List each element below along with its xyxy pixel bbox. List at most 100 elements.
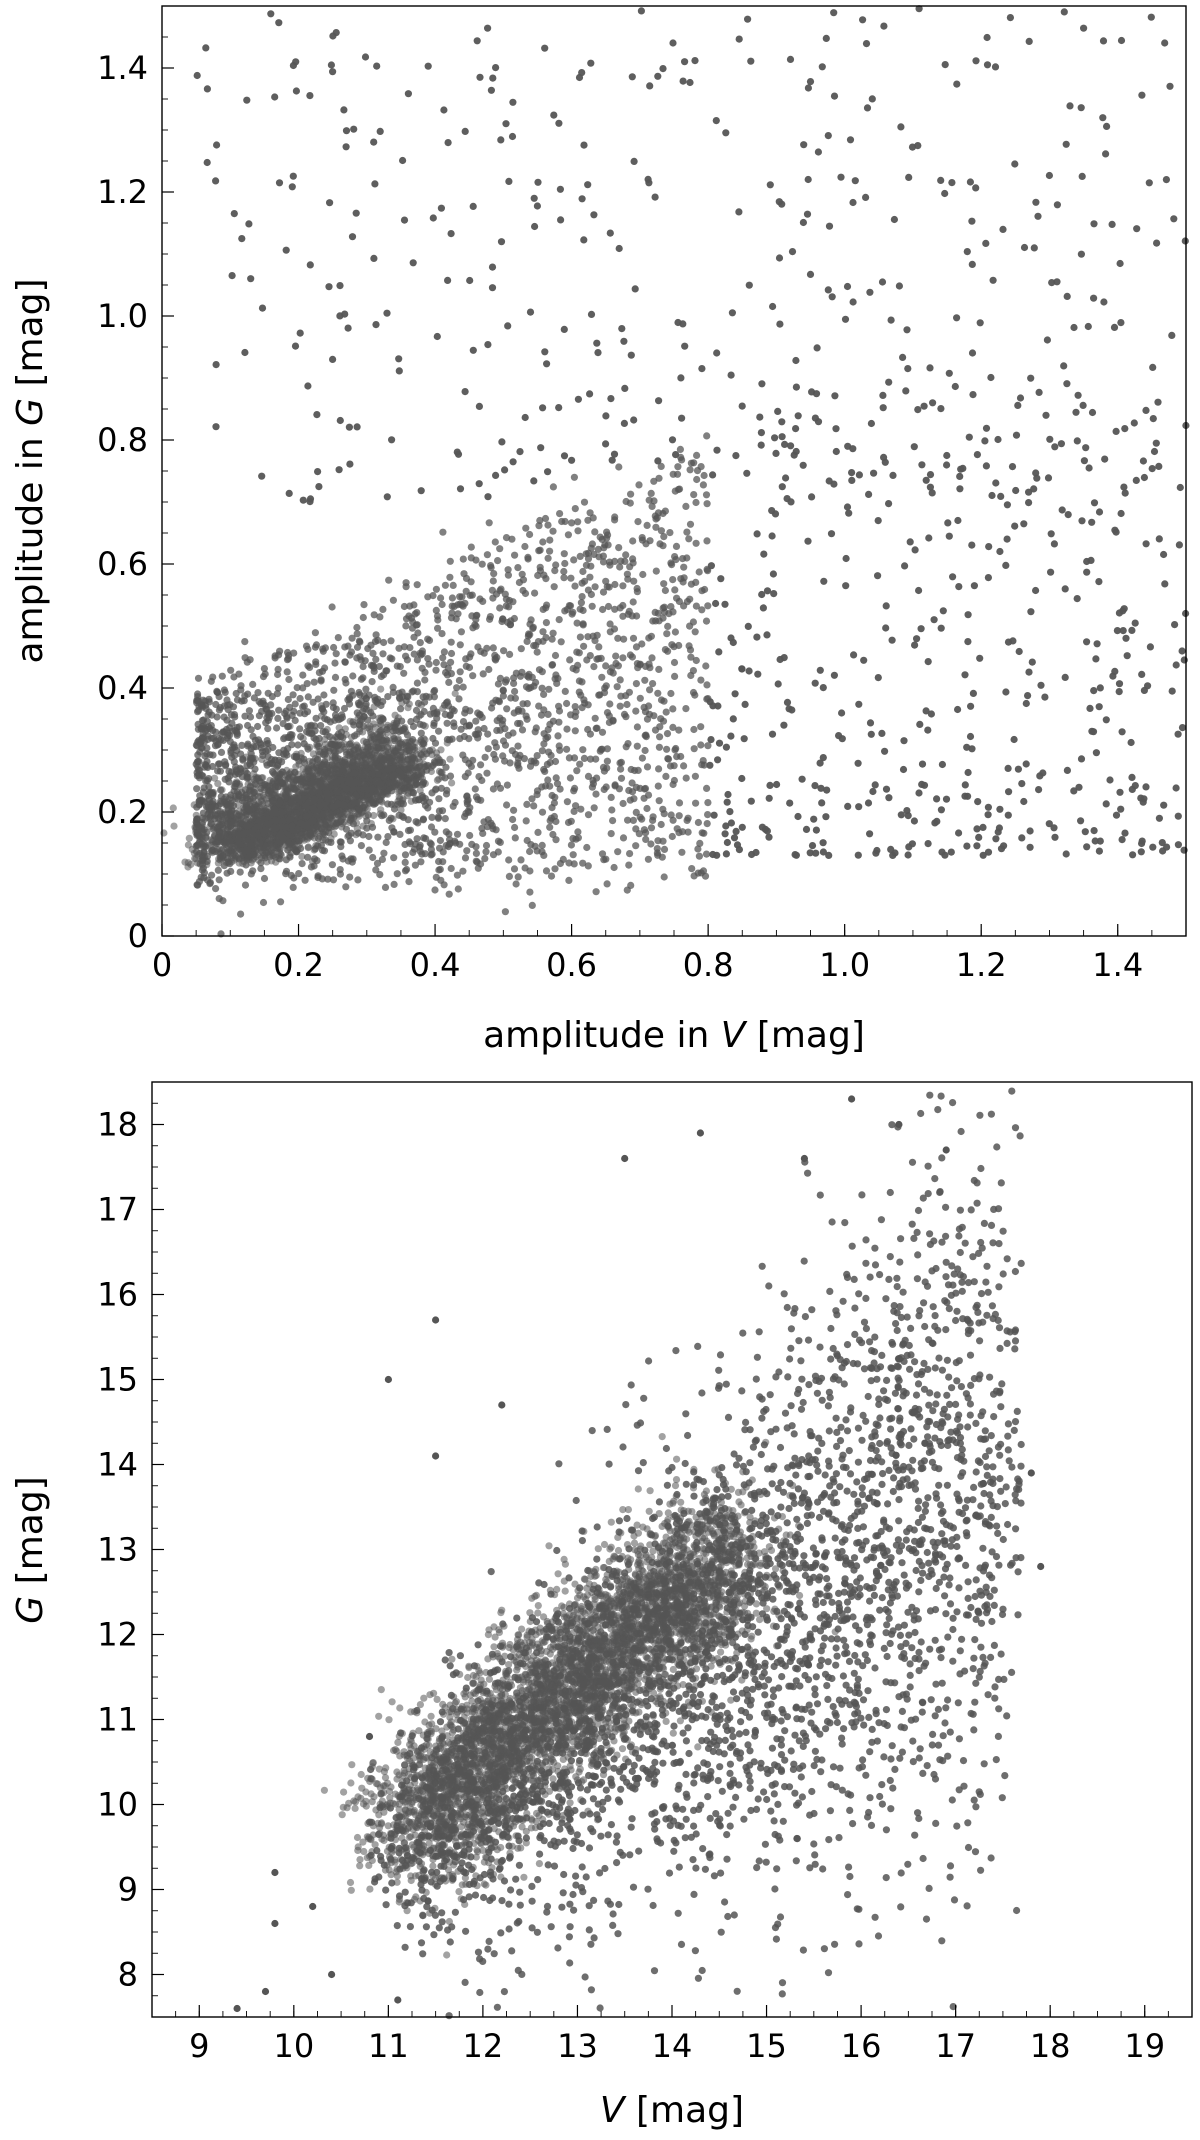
scatter-point — [397, 705, 405, 713]
scatter-point — [406, 644, 414, 652]
scatter-point — [657, 527, 666, 535]
scatter-point — [395, 644, 403, 652]
scatter-point — [679, 578, 687, 586]
scatter-point — [364, 745, 372, 753]
scatter-point — [573, 648, 581, 656]
scatter-point — [432, 585, 440, 593]
scatter-point — [538, 848, 546, 856]
scatter-point — [1112, 427, 1120, 435]
scatter-point — [703, 432, 711, 440]
scatter-point — [494, 680, 502, 688]
scatter-point — [390, 771, 399, 779]
scatter-point — [689, 688, 698, 697]
scatter-point — [608, 806, 616, 814]
scatter-point — [505, 872, 513, 881]
scatter-point — [590, 550, 598, 559]
scatter-point — [354, 876, 362, 884]
scatter-point — [526, 867, 534, 875]
scatter-point — [848, 469, 856, 477]
scatter-point — [523, 715, 531, 723]
scatter-point — [356, 638, 364, 646]
scatter-point — [276, 647, 284, 655]
scatter-point — [1032, 586, 1040, 595]
scatter-point — [298, 852, 306, 861]
scatter-point — [665, 610, 673, 618]
scatter-point — [499, 687, 507, 695]
scatter-point — [342, 785, 350, 793]
scatter-point — [285, 816, 293, 824]
scatter-point — [508, 535, 516, 543]
scatter-point — [292, 784, 300, 792]
scatter-point — [499, 615, 507, 623]
scatter-point — [406, 782, 414, 791]
scatter-point — [938, 760, 947, 769]
scatter-point — [446, 573, 454, 581]
scatter-point — [220, 713, 228, 721]
scatter-point — [536, 546, 544, 554]
scatter-point — [314, 872, 322, 880]
scatter-point — [632, 680, 641, 688]
scatter-point — [920, 402, 928, 410]
scatter-point — [605, 718, 614, 727]
scatter-point — [522, 524, 530, 532]
scatter-point — [304, 693, 312, 701]
scatter-point — [505, 596, 514, 605]
scatter-point — [374, 744, 382, 752]
scatter-point — [376, 613, 384, 621]
scatter-point — [288, 822, 296, 830]
scatter-point — [804, 537, 812, 545]
scatter-point — [193, 848, 201, 856]
scatter-point — [924, 840, 932, 848]
scatter-point — [674, 463, 682, 471]
scatter-point — [456, 593, 464, 601]
scatter-point — [485, 665, 493, 674]
scatter-point — [431, 739, 440, 747]
scatter-point — [354, 829, 362, 837]
scatter-point — [492, 826, 500, 834]
scatter-point — [222, 817, 230, 825]
scatter-point — [1095, 578, 1103, 586]
scatter-point — [1178, 724, 1187, 732]
scatter-point — [480, 724, 488, 733]
scatter-point — [194, 842, 202, 850]
scatter-point — [192, 741, 200, 749]
scatter-point — [401, 867, 410, 875]
scatter-point — [467, 543, 475, 551]
scatter-point — [309, 787, 317, 796]
scatter-point — [284, 655, 293, 663]
scatter-point — [570, 860, 578, 868]
scatter-point — [529, 623, 537, 631]
scatter-point — [602, 577, 610, 585]
scatter-point — [413, 581, 421, 589]
scatter-point — [435, 807, 443, 815]
scatter-point — [310, 678, 318, 686]
scatter-point — [439, 654, 447, 662]
scatter-point — [579, 859, 587, 867]
scatter-point — [462, 662, 470, 670]
scatter-point — [649, 816, 657, 825]
scatter-point — [274, 684, 282, 692]
scatter-point — [463, 847, 471, 855]
scatter-point — [329, 803, 337, 811]
scatter-point — [426, 710, 434, 718]
scatter-point — [560, 550, 568, 558]
scatter-point — [1120, 483, 1128, 491]
scatter-point — [315, 669, 323, 677]
scatter-point — [1024, 692, 1032, 700]
scatter-point — [703, 500, 711, 508]
scatter-point — [511, 694, 519, 702]
scatter-point — [667, 689, 675, 698]
scatter-point — [596, 533, 604, 541]
scatter-point — [307, 863, 315, 871]
scatter-point — [453, 830, 462, 838]
scatter-point — [1092, 749, 1100, 757]
scatter-point — [695, 852, 704, 860]
scatter-point — [511, 750, 520, 759]
scatter-point — [535, 522, 543, 530]
scatter-point — [428, 813, 436, 822]
scatter-point — [703, 820, 711, 828]
scatter-point — [444, 702, 453, 710]
scatter-point — [433, 708, 441, 716]
scatter-point — [546, 823, 554, 831]
scatter-point — [440, 881, 448, 889]
